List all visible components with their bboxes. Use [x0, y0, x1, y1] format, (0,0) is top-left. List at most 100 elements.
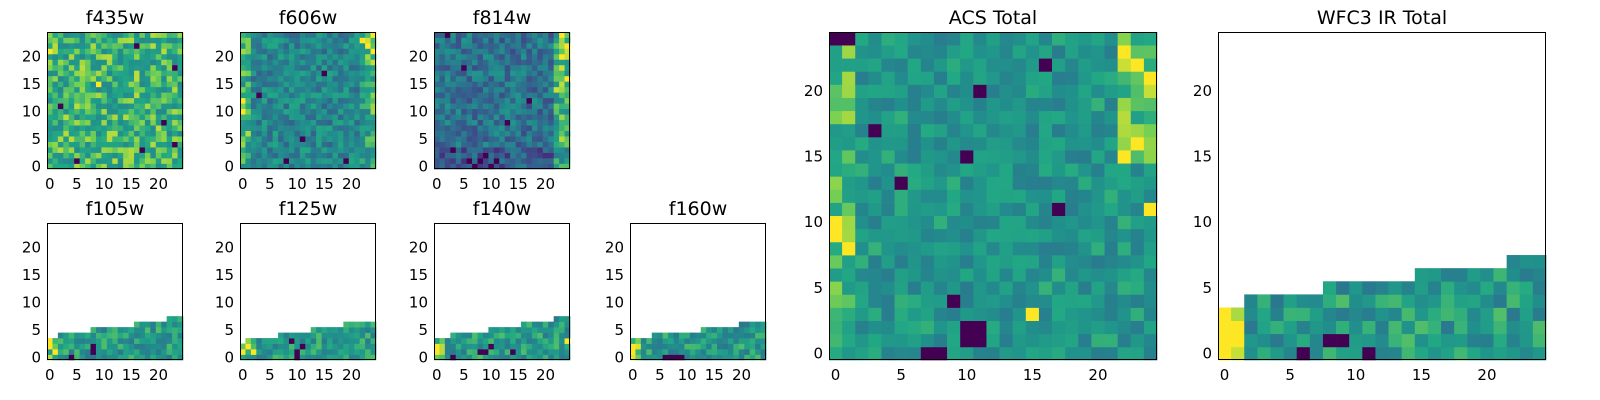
heatmap-cell — [337, 354, 344, 361]
heatmap-cell — [337, 53, 344, 60]
heatmap-cell — [348, 114, 355, 121]
heatmap-cell — [166, 338, 173, 344]
heatmap-cell — [493, 81, 500, 88]
heatmap-cell — [1401, 320, 1416, 335]
heatmap-cell — [85, 332, 91, 339]
heatmap-cell — [166, 136, 173, 142]
heatmap-cell — [85, 338, 91, 344]
heatmap-cell — [47, 147, 53, 153]
heatmap-cell — [1012, 228, 1027, 243]
heatmap-cell — [348, 42, 355, 49]
heatmap-cell — [542, 343, 549, 350]
heatmap-cell — [327, 338, 333, 344]
heatmap-cell — [354, 103, 361, 110]
heatmap-cell — [172, 158, 178, 164]
heatmap-cell — [337, 130, 344, 137]
heatmap-cell — [240, 97, 246, 104]
heatmap-cell — [117, 81, 124, 88]
heatmap-cell — [488, 354, 495, 361]
heatmap-cell — [321, 349, 328, 355]
heatmap-cell — [343, 119, 350, 126]
heatmap-cell — [1130, 136, 1145, 151]
heatmap-cell — [1117, 333, 1132, 348]
heatmap-cell — [829, 228, 843, 243]
x-tick-label: 20 — [1088, 366, 1107, 384]
heatmap-cell — [553, 59, 560, 66]
heatmap-cell — [477, 119, 484, 126]
heatmap-cell — [106, 119, 113, 126]
heatmap-cell — [261, 152, 268, 159]
heatmap-cell — [85, 59, 91, 66]
heatmap-cell — [1078, 163, 1092, 177]
heatmap-cell — [256, 125, 263, 131]
heatmap-cell — [455, 343, 462, 350]
heatmap-cell — [760, 332, 767, 339]
heatmap-cell — [370, 338, 377, 344]
heatmap-cell — [101, 158, 108, 164]
heatmap-cell — [488, 108, 495, 115]
heatmap-cell — [47, 59, 53, 66]
heatmap-cell — [256, 343, 263, 350]
heatmap-cell — [493, 327, 500, 333]
heatmap-cell — [1532, 333, 1547, 348]
heatmap-cell — [455, 103, 462, 110]
heatmap-cell — [343, 343, 350, 350]
heatmap-cell — [521, 119, 527, 126]
heatmap-cell — [294, 136, 301, 142]
heatmap-cell — [999, 228, 1014, 243]
heatmap-cell — [172, 64, 178, 71]
heatmap-cell — [1388, 294, 1403, 308]
heatmap-cell — [1104, 346, 1118, 361]
heatmap-cell — [548, 354, 555, 361]
heatmap-cell — [63, 354, 70, 361]
heatmap-cell — [564, 119, 571, 126]
heatmap-cell — [894, 333, 909, 348]
heatmap-cell — [564, 86, 571, 93]
heatmap-cell — [542, 119, 549, 126]
heatmap-cell — [947, 333, 961, 348]
heatmap-cell — [172, 147, 178, 153]
heatmap-cell — [537, 343, 544, 350]
heatmap-cell — [553, 343, 560, 350]
heatmap-cell — [327, 130, 333, 137]
heatmap-cell — [450, 53, 457, 60]
heatmap-cell — [321, 53, 328, 60]
heatmap-cell — [294, 152, 301, 159]
heatmap-cell — [1104, 320, 1118, 335]
heatmap-cell — [504, 354, 511, 361]
heatmap-cell — [305, 81, 312, 88]
heatmap-cell — [354, 141, 361, 148]
heatmap-cell — [305, 158, 312, 164]
heatmap-cell — [461, 59, 467, 66]
heatmap-cell — [651, 349, 658, 355]
heatmap-cell — [354, 86, 361, 93]
heatmap-cell — [1025, 176, 1040, 190]
heatmap-cell — [559, 114, 565, 121]
heatmap-cell — [493, 130, 500, 137]
heatmap-cell — [68, 70, 75, 77]
heatmap-cell — [348, 163, 355, 170]
heatmap-cell — [999, 45, 1014, 59]
heatmap-cells — [47, 316, 184, 361]
heatmap-cell — [370, 37, 377, 44]
heatmap-cell — [466, 75, 473, 82]
heatmap-cell — [1414, 294, 1429, 308]
heatmap-cell — [960, 176, 974, 190]
heatmap-cell — [510, 103, 516, 110]
heatmap-cell — [139, 103, 146, 110]
heatmap-cell — [365, 70, 371, 77]
heatmap-cell — [868, 71, 882, 85]
heatmap-cell — [85, 108, 91, 115]
heatmap-cell — [106, 53, 113, 60]
heatmap-cell — [1052, 215, 1066, 230]
heatmap-cell — [112, 32, 119, 38]
heatmap-cell — [504, 32, 511, 38]
heatmap-cell — [493, 32, 500, 38]
heatmap-cell — [327, 32, 333, 38]
x-tick-label: 10 — [95, 175, 114, 193]
y-tick-label: 5 — [1202, 279, 1212, 297]
heatmap-cell — [855, 110, 869, 125]
heatmap-cell — [894, 268, 909, 282]
heatmap-cell — [155, 37, 162, 44]
heatmap-cell — [920, 241, 935, 256]
